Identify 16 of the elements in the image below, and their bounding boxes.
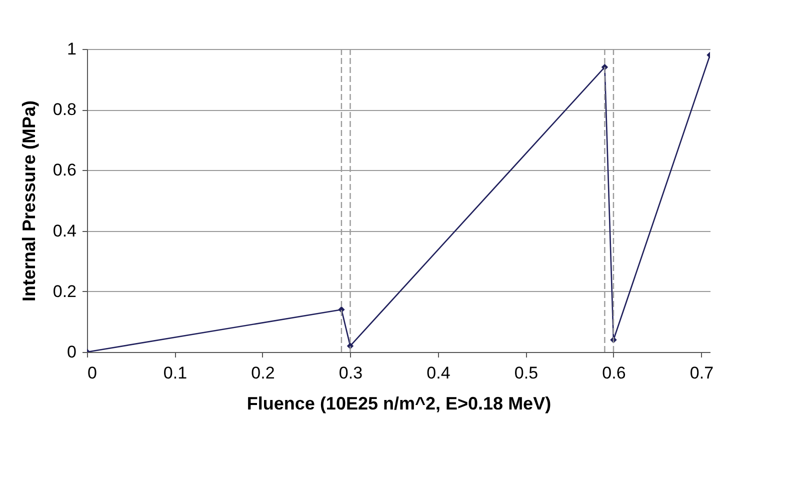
y-tick-label: 0.4 bbox=[52, 221, 76, 240]
x-axis-title: Fluence (10E25 n/m^2, E>0.18 MeV) bbox=[246, 394, 552, 414]
y-tick-label: 0 bbox=[67, 342, 76, 362]
x-tick-label: 0.7 bbox=[690, 364, 714, 382]
y-tick-label: 0.2 bbox=[52, 282, 76, 301]
x-tick-label: 0.6 bbox=[602, 364, 626, 382]
y-tick-label: 0.8 bbox=[52, 100, 76, 120]
y-axis-title: Internal Pressure (MPa) bbox=[18, 100, 39, 302]
x-tick-label: 0.4 bbox=[426, 364, 450, 382]
y-tick-label: 1 bbox=[67, 40, 76, 58]
x-tick-label: 0.5 bbox=[514, 364, 538, 382]
y-tick-label: 0.6 bbox=[52, 160, 76, 180]
x-tick-label: 0.2 bbox=[251, 364, 275, 382]
x-tick-label: 0.3 bbox=[338, 364, 363, 382]
x-tick-label: 0.1 bbox=[163, 364, 188, 382]
x-tick-label: 0 bbox=[88, 364, 97, 382]
